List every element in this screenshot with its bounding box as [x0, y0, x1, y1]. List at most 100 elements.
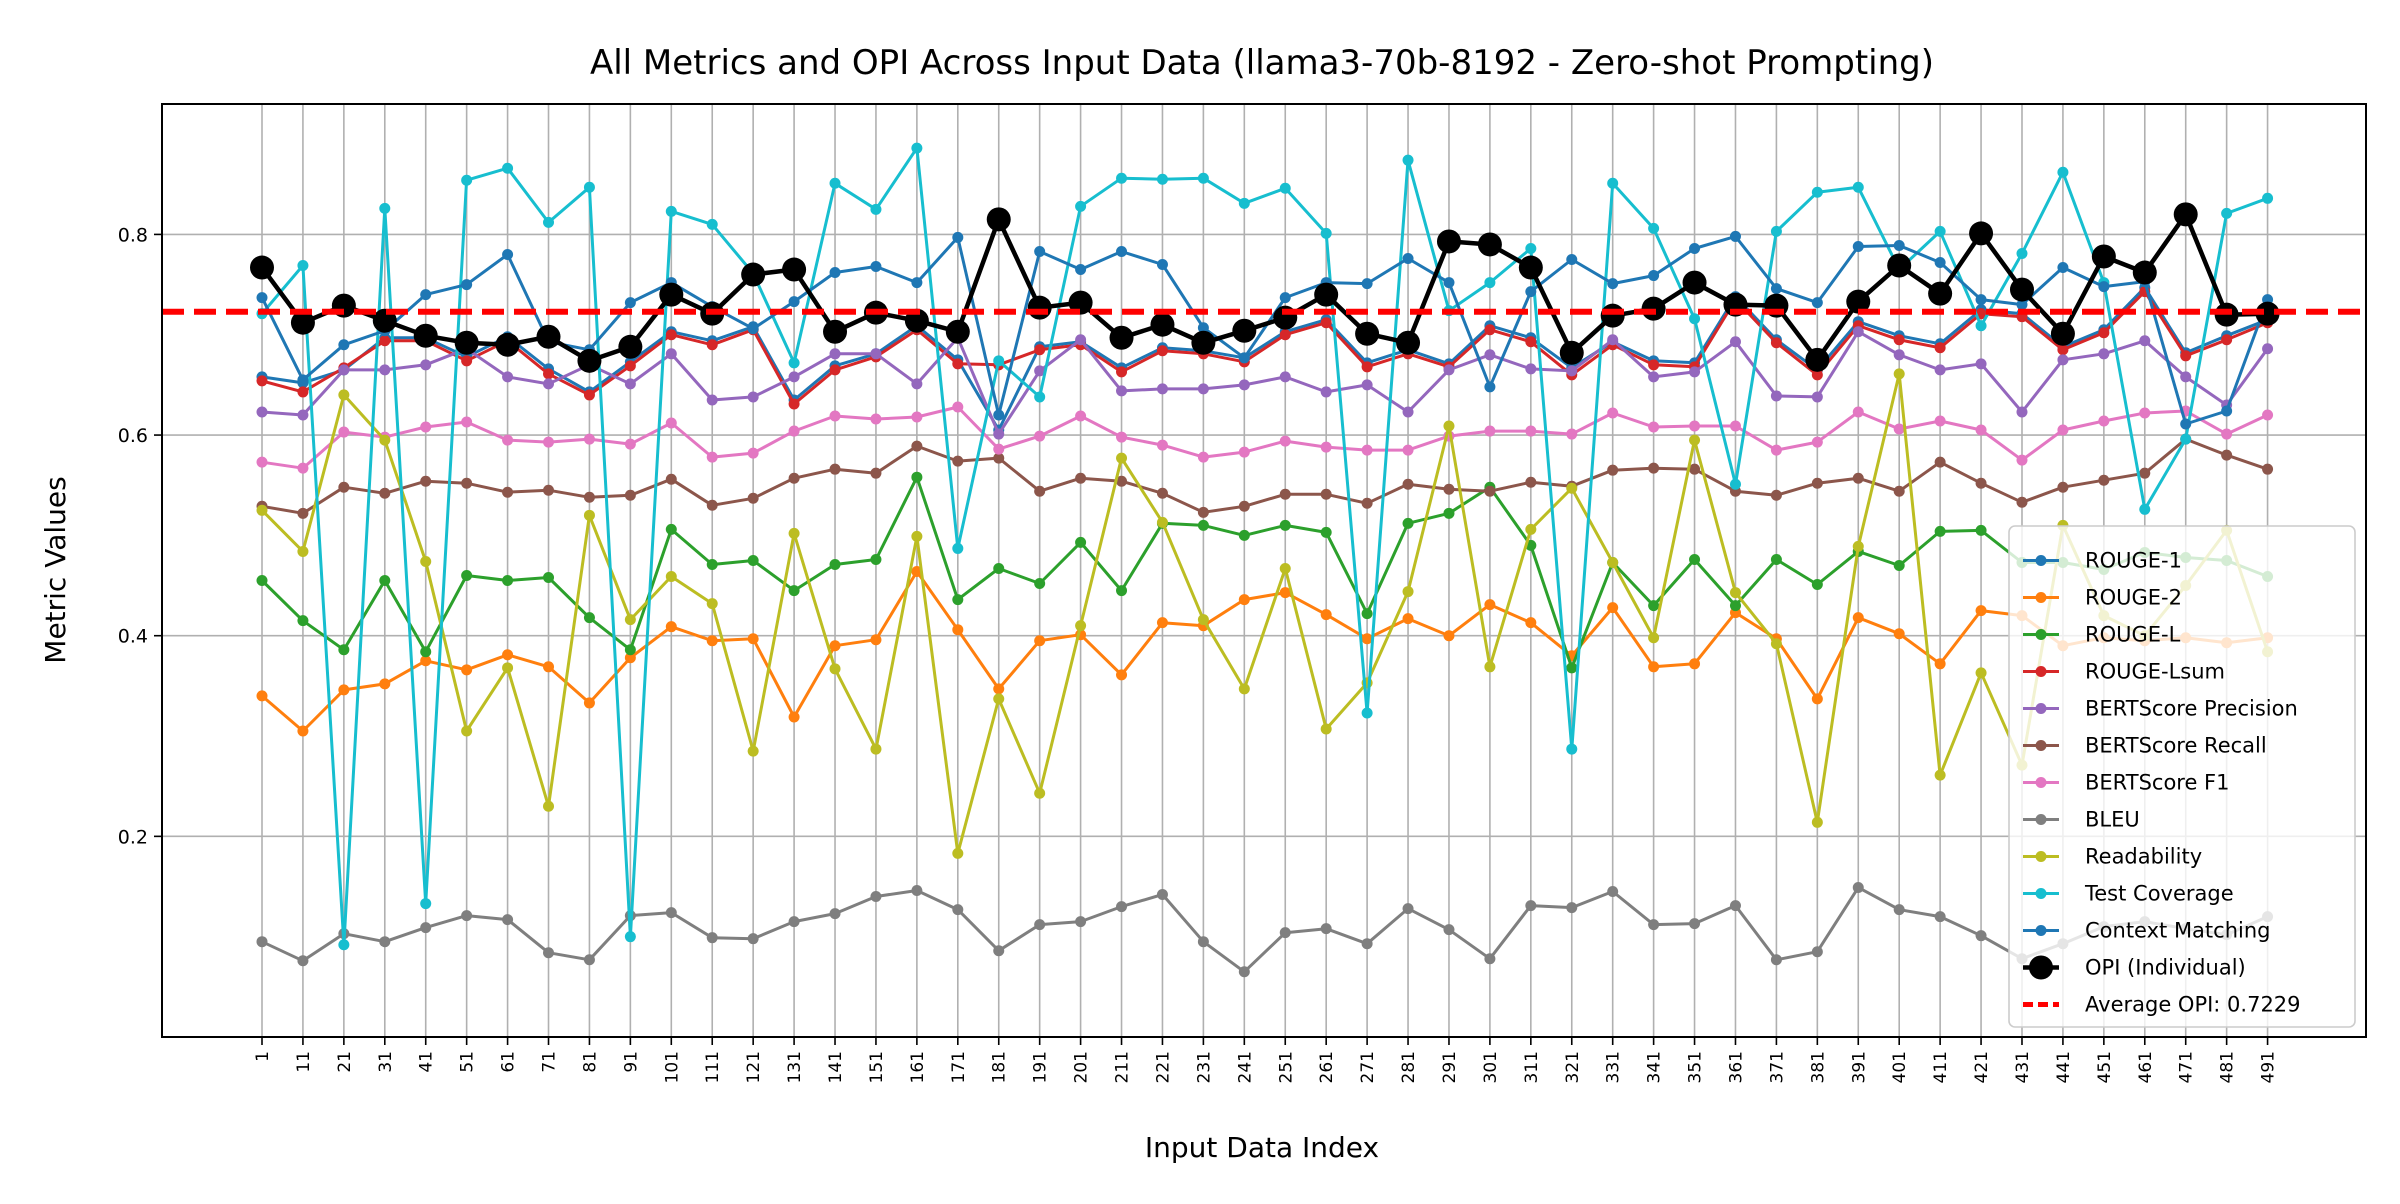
data-point — [788, 425, 800, 437]
data-point — [829, 908, 841, 920]
data-point — [618, 334, 643, 359]
data-point — [2262, 463, 2274, 475]
data-point — [911, 378, 923, 390]
data-point — [1525, 617, 1537, 629]
data-point — [1689, 313, 1701, 325]
data-point — [379, 487, 391, 499]
data-point — [1887, 253, 1912, 278]
x-tick-label: 281 — [1399, 1051, 1419, 1083]
data-point — [1320, 609, 1332, 621]
data-point — [420, 922, 432, 934]
data-point — [1852, 612, 1864, 624]
data-point — [1279, 182, 1291, 194]
data-point — [1607, 602, 1619, 614]
data-point — [665, 417, 677, 429]
series-line — [261, 290, 2269, 406]
data-point — [1975, 930, 1987, 942]
data-point — [1075, 536, 1087, 548]
series-rouge-l — [256, 471, 2274, 674]
data-point — [1156, 889, 1168, 901]
data-point — [461, 416, 473, 428]
data-point — [1770, 489, 1782, 501]
legend-item: BERTScore F1 — [2023, 771, 2230, 795]
data-point — [1648, 421, 1660, 433]
data-point — [1770, 954, 1782, 966]
data-point — [1934, 658, 1946, 670]
data-point — [1607, 886, 1619, 898]
data-point — [2098, 281, 2110, 293]
data-point — [1034, 635, 1046, 647]
data-point — [379, 335, 391, 347]
data-point — [2132, 260, 2157, 285]
data-point — [1402, 406, 1414, 418]
data-point — [870, 891, 882, 903]
data-point — [379, 364, 391, 376]
data-point — [1279, 371, 1291, 383]
data-point — [1934, 225, 1946, 237]
y-axis-label: Metric Values — [39, 476, 72, 663]
data-point — [945, 319, 970, 344]
data-point — [1034, 391, 1046, 403]
data-point — [1934, 525, 1946, 537]
data-point — [420, 555, 432, 567]
data-point — [1027, 295, 1052, 320]
x-tick-label: 401 — [1890, 1051, 1910, 1083]
data-point — [502, 486, 514, 498]
plot-area-frame — [161, 103, 2367, 1038]
x-tick-label: 411 — [1931, 1051, 1951, 1083]
legend-marker — [2035, 555, 2047, 566]
data-point — [870, 743, 882, 755]
data-point — [1197, 519, 1209, 531]
data-point — [829, 177, 841, 189]
data-point — [870, 203, 882, 215]
data-point — [1197, 172, 1209, 184]
data-point — [1197, 614, 1209, 626]
data-point — [1320, 723, 1332, 735]
data-point — [1689, 553, 1701, 565]
data-point — [1566, 662, 1578, 674]
data-point — [1436, 229, 1461, 254]
data-point — [2262, 192, 2274, 204]
data-point — [1197, 322, 1209, 334]
data-point — [583, 509, 595, 521]
data-point — [2139, 467, 2151, 479]
data-point — [1484, 953, 1496, 965]
data-point — [1484, 661, 1496, 673]
data-point — [747, 323, 759, 335]
data-point — [1232, 318, 1257, 343]
data-point — [543, 436, 555, 448]
data-point — [1566, 482, 1578, 494]
data-point — [420, 421, 432, 433]
data-point — [413, 323, 438, 348]
data-point — [543, 378, 555, 390]
legend-marker — [2029, 955, 2053, 980]
x-tick-label: 461 — [2136, 1051, 2156, 1083]
data-point — [1361, 379, 1373, 391]
legend-item: ROUGE-Lsum — [2023, 660, 2225, 684]
x-tick-label: 301 — [1481, 1051, 1501, 1083]
data-point — [1320, 227, 1332, 239]
data-point — [297, 409, 309, 421]
data-point — [911, 142, 923, 154]
legend-marker — [2035, 703, 2047, 714]
data-point — [1197, 451, 1209, 463]
data-point — [420, 289, 432, 301]
legend-marker — [2035, 851, 2047, 862]
x-tick-label: 251 — [1276, 1051, 1296, 1083]
data-point — [1811, 186, 1823, 198]
data-point — [1648, 600, 1660, 612]
data-point — [2016, 406, 2028, 418]
data-point — [2139, 503, 2151, 515]
data-point — [1279, 329, 1291, 341]
data-point — [1320, 488, 1332, 500]
data-point — [829, 410, 841, 422]
x-tick-label: 271 — [1358, 1051, 1378, 1083]
data-point — [297, 374, 309, 386]
data-point — [1975, 524, 1987, 536]
data-point — [665, 907, 677, 919]
data-point — [1116, 585, 1128, 597]
data-point — [665, 329, 677, 341]
data-point — [2098, 327, 2110, 339]
